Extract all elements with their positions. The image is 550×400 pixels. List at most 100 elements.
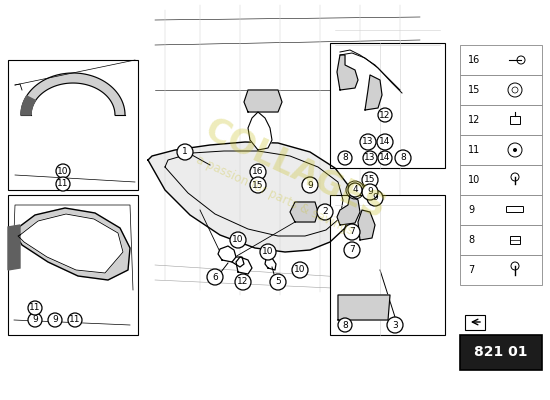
Text: 9: 9 (367, 188, 373, 196)
Text: 14: 14 (379, 154, 390, 162)
Circle shape (230, 232, 246, 248)
Text: 821 01: 821 01 (474, 346, 528, 360)
Circle shape (317, 204, 333, 220)
Text: 6: 6 (212, 272, 218, 282)
Text: 13: 13 (362, 138, 374, 146)
Text: 2: 2 (322, 208, 328, 216)
Circle shape (177, 144, 193, 160)
Circle shape (344, 242, 360, 258)
Text: 16: 16 (468, 55, 480, 65)
FancyBboxPatch shape (465, 315, 485, 330)
Circle shape (513, 148, 517, 152)
FancyBboxPatch shape (8, 60, 138, 190)
Circle shape (56, 177, 70, 191)
Text: 15: 15 (252, 180, 264, 190)
Circle shape (338, 151, 352, 165)
Circle shape (68, 313, 82, 327)
Text: a passion for parts & savings: a passion for parts & savings (194, 153, 356, 237)
Circle shape (362, 184, 378, 200)
Polygon shape (365, 75, 382, 110)
Text: 11: 11 (468, 145, 480, 155)
Circle shape (387, 317, 403, 333)
Text: COLLAGES: COLLAGES (200, 114, 390, 226)
Circle shape (367, 190, 383, 206)
Text: 10: 10 (294, 266, 306, 274)
Circle shape (344, 224, 360, 240)
Polygon shape (290, 202, 318, 222)
Circle shape (338, 318, 352, 332)
Polygon shape (18, 214, 123, 273)
Text: 8: 8 (342, 154, 348, 162)
Circle shape (363, 151, 377, 165)
Text: 5: 5 (275, 278, 281, 286)
Polygon shape (14, 208, 130, 280)
Text: 7: 7 (468, 265, 474, 275)
Text: 12: 12 (237, 278, 249, 286)
Text: 8: 8 (400, 154, 406, 162)
FancyBboxPatch shape (460, 225, 542, 255)
Text: 15: 15 (468, 85, 480, 95)
Circle shape (235, 274, 251, 290)
Circle shape (377, 134, 393, 150)
Text: 10: 10 (468, 175, 480, 185)
Text: 8: 8 (342, 320, 348, 330)
Polygon shape (337, 195, 360, 225)
Text: 11: 11 (57, 180, 69, 188)
Circle shape (302, 177, 318, 193)
FancyBboxPatch shape (460, 45, 542, 75)
Circle shape (260, 244, 276, 260)
Text: 4: 4 (352, 186, 358, 194)
FancyBboxPatch shape (510, 116, 520, 124)
Circle shape (250, 177, 266, 193)
Polygon shape (8, 225, 20, 270)
Polygon shape (218, 246, 236, 262)
Text: 7: 7 (349, 228, 355, 236)
Polygon shape (244, 90, 282, 112)
Text: 11: 11 (69, 316, 81, 324)
Text: 10: 10 (232, 236, 244, 244)
Text: 9: 9 (52, 316, 58, 324)
Text: 7: 7 (349, 246, 355, 254)
Polygon shape (148, 142, 352, 252)
Circle shape (378, 108, 392, 122)
FancyBboxPatch shape (460, 75, 542, 105)
Circle shape (292, 262, 308, 278)
Text: 9: 9 (32, 316, 38, 324)
Circle shape (56, 164, 70, 178)
Circle shape (48, 313, 62, 327)
FancyBboxPatch shape (330, 43, 445, 168)
Circle shape (28, 301, 42, 315)
FancyBboxPatch shape (460, 255, 542, 285)
FancyBboxPatch shape (510, 236, 520, 244)
Text: 11: 11 (29, 304, 41, 312)
FancyBboxPatch shape (330, 195, 445, 335)
Polygon shape (236, 257, 252, 274)
FancyBboxPatch shape (460, 135, 542, 165)
FancyBboxPatch shape (8, 195, 138, 335)
Circle shape (250, 164, 266, 180)
FancyBboxPatch shape (460, 105, 542, 135)
FancyBboxPatch shape (460, 165, 542, 195)
Text: 9: 9 (468, 205, 474, 215)
Text: 1: 1 (182, 148, 188, 156)
FancyBboxPatch shape (507, 206, 524, 212)
Circle shape (360, 134, 376, 150)
Text: 12: 12 (468, 115, 480, 125)
Circle shape (378, 151, 392, 165)
Text: 10: 10 (262, 248, 274, 256)
Text: 3: 3 (392, 320, 398, 330)
Polygon shape (358, 210, 375, 240)
Circle shape (362, 172, 378, 188)
Text: 13: 13 (364, 154, 376, 162)
Circle shape (270, 274, 286, 290)
Polygon shape (338, 295, 390, 320)
Text: 9: 9 (372, 194, 378, 202)
Text: 15: 15 (364, 176, 376, 184)
Circle shape (348, 183, 362, 197)
Text: 16: 16 (252, 168, 264, 176)
Text: 12: 12 (379, 110, 390, 120)
FancyBboxPatch shape (460, 195, 542, 225)
FancyBboxPatch shape (460, 335, 542, 370)
Text: 10: 10 (57, 166, 69, 176)
Polygon shape (248, 112, 272, 150)
